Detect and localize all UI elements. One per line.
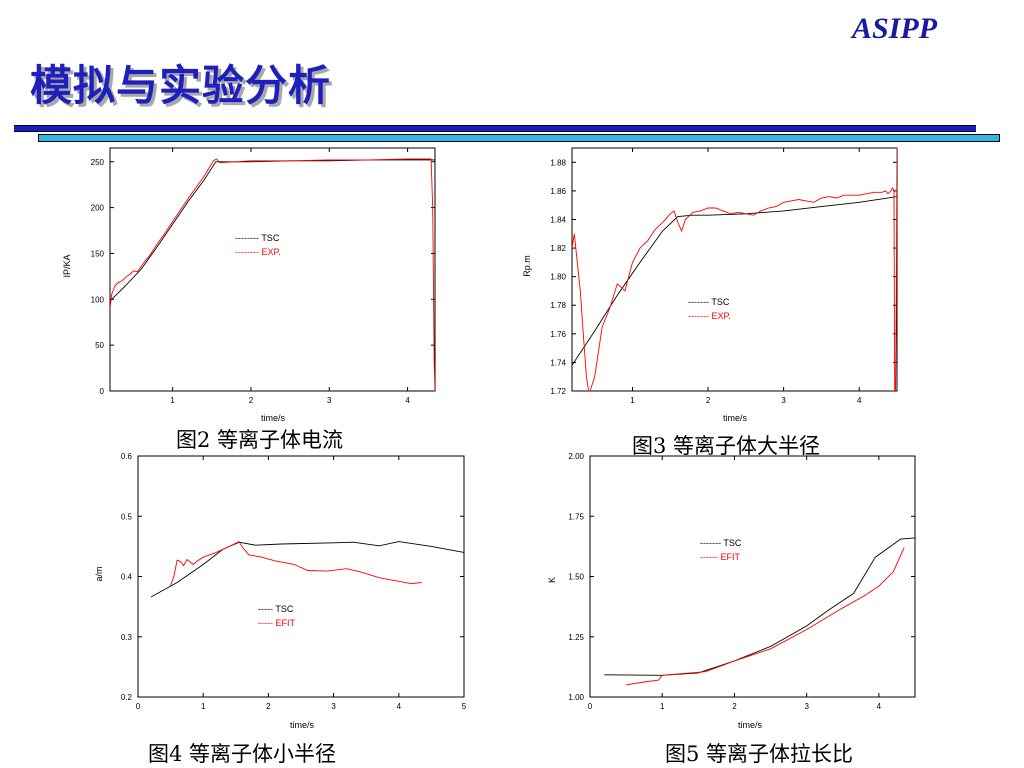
series-line-efit (170, 541, 422, 586)
caption-fig4: 图4 等离子体小半径 (148, 742, 337, 766)
header-rule-dark (14, 125, 976, 132)
legend-entry: -------- EXP. (235, 247, 281, 257)
y-tick-label: 1.74 (550, 358, 566, 367)
x-tick-label: 3 (331, 702, 336, 711)
x-tick-label: 2 (249, 396, 254, 405)
x-tick-label: 3 (327, 396, 332, 405)
y-tick-label: 1.78 (550, 301, 566, 310)
series-line-efit (626, 547, 905, 686)
chart-plasma-current: 1 2 3 4 0 50 100 150 200 250 time/s IP/KA -------- T… (62, 147, 436, 423)
y-axis-label: IP/KA (62, 254, 72, 277)
x-tick-label: 1 (660, 702, 665, 711)
plot-frame (571, 147, 898, 392)
x-tick-label: 0 (136, 702, 141, 711)
y-tick-label: 1.25 (568, 633, 584, 642)
x-tick-label: 2 (732, 702, 737, 711)
x-tick-label: 5 (462, 702, 467, 711)
y-axis-label: Rp.m (522, 255, 532, 277)
chart-elongation: 0 1 2 3 4 1.00 1.25 1.50 1.75 2.00 time/s K ------- … (547, 452, 916, 730)
x-tick-label: 4 (877, 702, 882, 711)
x-tick-label: 2 (706, 396, 711, 405)
brand-logo: ASIPP (852, 12, 938, 45)
page-title: 模拟与实验分析 (30, 61, 332, 110)
caption-fig3: 图3 等离子体大半径 (632, 434, 821, 458)
series-line-exp (572, 148, 897, 391)
legend-entry: ------- TSC (688, 297, 730, 307)
chart-major-radius: 1 2 3 4 1.72 1.74 1.76 1.78 1.80 1.82 1.84 1.86 1.88… (522, 147, 898, 423)
legend-entry: ----- TSC (258, 604, 294, 614)
plot-frame (137, 455, 465, 698)
x-tick-label: 1 (170, 396, 175, 405)
series-line-tsc (572, 196, 897, 366)
caption-fig2: 图2 等离子体电流 (176, 428, 344, 452)
y-tick-label: 1.00 (568, 693, 584, 702)
plot-frame (109, 147, 436, 392)
legend-entry: ------- EXP. (688, 311, 731, 321)
x-tick-label: 3 (804, 702, 809, 711)
y-tick-label: 0.6 (121, 452, 133, 461)
y-tick-label: 0.3 (121, 633, 133, 642)
y-tick-label: 100 (91, 295, 105, 304)
y-tick-label: 150 (91, 249, 105, 258)
y-tick-label: 200 (91, 204, 105, 213)
legend-entry: ------ EFIT (700, 552, 740, 562)
y-tick-label: 1.76 (550, 330, 566, 339)
x-tick-label: 1 (630, 396, 635, 405)
chart-minor-radius: 0 1 2 3 4 5 0.2 0.3 0.4 0.5 0.6 time/s a/m ----- TSC -… (94, 452, 467, 730)
y-tick-label: 1.88 (550, 158, 566, 167)
y-tick-label: 1.50 (568, 573, 584, 582)
x-axis-label: time/s (261, 413, 286, 423)
x-axis-label: time/s (723, 413, 748, 423)
y-tick-label: 1.80 (550, 273, 566, 282)
y-tick-label: 0.5 (121, 512, 133, 521)
header-rule-light (38, 134, 1000, 142)
y-tick-label: 1.75 (568, 512, 584, 521)
legend-entry: ------- TSC (700, 538, 742, 548)
y-tick-label: 2.00 (568, 452, 584, 461)
y-tick-label: 50 (95, 341, 104, 350)
caption-fig5: 图5 等离子体拉长比 (665, 742, 854, 766)
plot-frame (589, 455, 916, 698)
y-axis-label: a/m (94, 566, 104, 581)
x-tick-label: 4 (857, 396, 862, 405)
y-tick-label: 1.86 (550, 187, 566, 196)
x-axis-label: time/s (738, 720, 763, 730)
series-line-exp (110, 158, 435, 391)
x-tick-label: 4 (405, 396, 410, 405)
x-axis-label: time/s (290, 720, 315, 730)
y-tick-label: 0.4 (121, 573, 133, 582)
x-tick-label: 3 (781, 396, 786, 405)
y-tick-label: 0.2 (121, 693, 133, 702)
y-tick-label: 1.82 (550, 244, 566, 253)
y-tick-label: 1.84 (550, 215, 566, 224)
legend-entry: -------- TSC (235, 233, 280, 243)
y-tick-label: 1.72 (550, 387, 566, 396)
y-tick-label: 250 (91, 158, 105, 167)
x-tick-label: 2 (266, 702, 271, 711)
legend-entry: ----- EFIT (258, 618, 295, 628)
y-axis-label: K (547, 577, 557, 583)
x-tick-label: 1 (201, 702, 206, 711)
series-line-tsc (150, 541, 464, 598)
y-tick-label: 0 (100, 387, 105, 396)
x-tick-label: 4 (397, 702, 402, 711)
x-tick-label: 0 (588, 702, 593, 711)
